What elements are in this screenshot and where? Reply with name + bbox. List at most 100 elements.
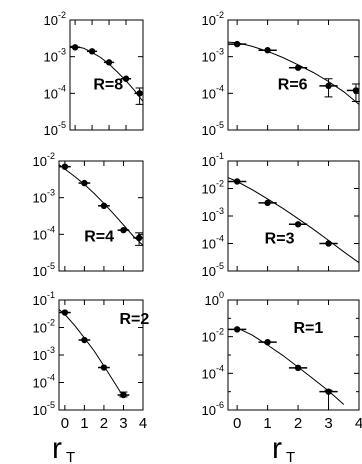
data-point: [233, 40, 241, 48]
data-point: [71, 44, 79, 51]
x-axis-title-sub: T: [66, 449, 75, 464]
data-point: [61, 309, 69, 316]
data-point: [61, 163, 69, 170]
data-point: [122, 75, 130, 82]
y-tick-base: 10: [202, 86, 216, 101]
plot-frame: [58, 160, 144, 272]
x-tick-label: 0: [233, 415, 241, 432]
y-tick-exponent: -3: [47, 188, 55, 198]
data-point: [120, 391, 127, 399]
y-tick-exponent: -2: [47, 318, 55, 328]
x-tick-label: 2: [100, 415, 108, 432]
y-tick-label: 10-4: [33, 373, 55, 391]
y-tick-label: 10-1: [202, 151, 224, 169]
y-tick-label: 10-2: [202, 327, 224, 345]
y-tick-exponent: -4: [216, 363, 224, 373]
y-tick-label: 10-5: [202, 261, 224, 279]
chart-panel: 10-510-410-310-2R=6: [202, 10, 360, 138]
y-tick-base: 10: [44, 50, 58, 65]
panels: 10-510-410-310-2R=810-510-410-310-2R=610…: [33, 10, 362, 432]
y-tick-label: 10-4: [202, 234, 224, 252]
y-tick-label: 10-3: [202, 206, 224, 224]
x-tick-label: 3: [324, 415, 332, 432]
x-tick-label: 1: [80, 415, 88, 432]
fit-curve: [236, 327, 345, 405]
y-tick-base: 10: [33, 264, 47, 279]
y-tick-base: 10: [202, 209, 216, 224]
y-tick-base: 10: [33, 348, 47, 363]
fit-curve: [58, 309, 124, 398]
y-tick-exponent: -5: [216, 261, 224, 271]
data-point: [294, 64, 302, 71]
data-point: [233, 178, 241, 185]
data-point: [100, 202, 108, 210]
data-point: [264, 47, 271, 54]
y-tick-exponent: -1: [47, 290, 55, 300]
data-point: [120, 226, 127, 234]
x-tick-label: 0: [61, 415, 69, 432]
y-tick-label: 10-4: [44, 83, 66, 101]
panel-label: R=4: [84, 228, 114, 245]
y-tick-base: 10: [44, 13, 58, 28]
y-tick-exponent: -5: [216, 120, 224, 130]
data-point: [264, 338, 271, 346]
x-axis-title: r: [52, 432, 62, 464]
x-axis-title-sub: T: [286, 449, 295, 464]
panel-label: R=3: [265, 231, 295, 248]
y-tick-base: 10: [33, 321, 47, 336]
y-tick-exponent: -1: [216, 151, 224, 161]
data-point: [294, 364, 302, 372]
y-tick-base: 10: [33, 293, 47, 308]
y-tick-base: 10: [202, 154, 216, 169]
y-tick-label: 10-2: [44, 10, 66, 28]
y-tick-exponent: -3: [216, 47, 224, 57]
y-tick-exponent: -4: [58, 83, 66, 93]
y-tick-base: 10: [33, 191, 47, 206]
y-tick-label: 10-5: [44, 120, 66, 138]
chart-panel: 10-510-410-310-2R=4: [33, 151, 144, 279]
y-tick-label: 10-2: [202, 10, 224, 28]
y-tick-exponent: -2: [58, 10, 66, 20]
plot-frame: [227, 299, 360, 411]
x-tick-label: 4: [139, 415, 147, 432]
data-point: [294, 221, 302, 228]
y-tick-base: 10: [33, 154, 47, 169]
y-tick-base: 10: [202, 264, 216, 279]
y-tick-exponent: -2: [47, 151, 55, 161]
y-tick-label: 10-4: [33, 224, 55, 242]
y-tick-label: 100: [205, 290, 224, 308]
y-tick-exponent: -6: [216, 400, 224, 410]
y-tick-exponent: -2: [216, 327, 224, 337]
data-point: [105, 59, 113, 66]
y-tick-label: 10-5: [33, 261, 55, 279]
data-point: [325, 240, 332, 247]
panel-label: R=6: [278, 76, 308, 93]
y-tick-exponent: 0: [219, 290, 224, 300]
y-tick-label: 10-5: [202, 120, 224, 138]
y-tick-exponent: -4: [216, 83, 224, 93]
x-tick-label: 4: [355, 415, 362, 432]
fit-curve: [227, 177, 360, 264]
y-tick-label: 10-3: [33, 188, 55, 206]
y-tick-base: 10: [202, 403, 216, 418]
fit-curve: [227, 41, 360, 105]
panel-label: R=8: [93, 76, 123, 93]
y-tick-base: 10: [202, 50, 216, 65]
panel-label: R=1: [294, 320, 324, 337]
y-tick-base: 10: [202, 182, 216, 197]
x-tick-label: 1: [263, 415, 271, 432]
y-tick-label: 10-3: [44, 47, 66, 65]
y-tick-exponent: -5: [47, 400, 55, 410]
data-point: [264, 199, 271, 207]
y-tick-exponent: -3: [58, 47, 66, 57]
data-point: [233, 326, 241, 333]
x-axis-title-left: r T: [52, 432, 75, 464]
y-tick-exponent: -4: [47, 373, 55, 383]
data-point: [352, 87, 360, 94]
y-tick-exponent: -5: [47, 261, 55, 271]
y-tick-exponent: -2: [216, 179, 224, 189]
y-tick-label: 10-3: [33, 345, 55, 363]
y-tick-exponent: -3: [47, 345, 55, 355]
